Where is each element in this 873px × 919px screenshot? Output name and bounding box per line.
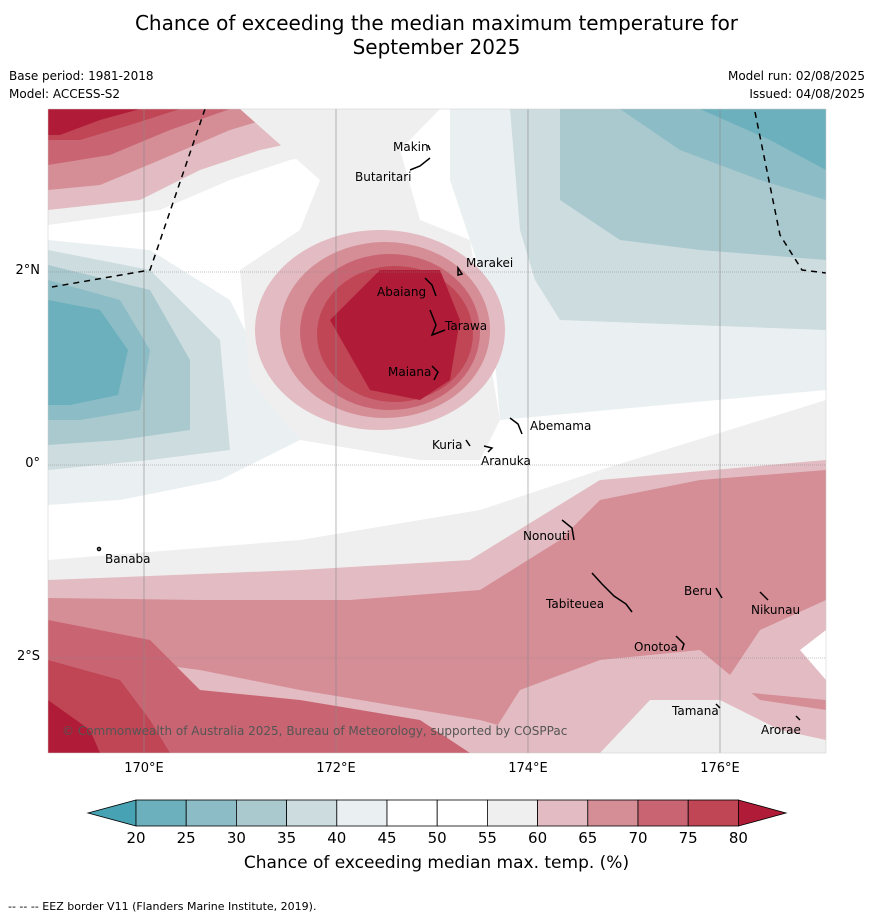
lon-tick-172e: 172°E [316, 761, 356, 776]
island-butaritari [409, 157, 431, 171]
contour-tl-80 [48, 109, 140, 135]
lon-tick-174e: 174°E [508, 761, 548, 776]
place-label-marakei: Marakei [466, 256, 514, 270]
colorbar-tick-label: 50 [427, 829, 447, 847]
colorbar-tick-label: 60 [528, 829, 548, 847]
colorbar-tick-label: 35 [277, 829, 297, 847]
place-label-abaiang: Abaiang [377, 285, 427, 299]
lat-tick-0: 0° [25, 456, 40, 471]
issued-date: Issued: 04/08/2025 [749, 87, 865, 101]
colorbar-tick-label: 25 [176, 829, 196, 847]
colorbar-segment [336, 799, 388, 827]
colorbar-segment [637, 799, 689, 827]
place-label-banaba: Banaba [105, 552, 151, 566]
colorbar-segment [286, 799, 338, 827]
colorbar-tick-label: 70 [628, 829, 648, 847]
island-maiana [431, 365, 439, 381]
place-label-nikunau: Nikunau [751, 603, 801, 617]
colorbar-segment [486, 799, 538, 827]
colorbar-tick-label: 45 [377, 829, 397, 847]
title-line-1: Chance of exceeding the median maximum t… [134, 11, 739, 35]
colorbar-segment [537, 799, 589, 827]
gridlines [48, 109, 826, 753]
place-label-kuria: Kuria [432, 438, 463, 452]
place-label-aranuka: Aranuka [481, 454, 531, 468]
copyright-notice: © Commonwealth of Australia 2025, Bureau… [62, 724, 568, 738]
island-kuria [465, 439, 471, 447]
meta-left: Base period: 1981-2018 Model: ACCESS-S2 [9, 67, 154, 103]
colorbar-tick-label: 55 [477, 829, 497, 847]
colorbar-arrow-high [738, 799, 788, 827]
lat-tick-2s: 2°S [16, 649, 40, 664]
island-nonouti [561, 519, 575, 541]
island-marakei [457, 265, 464, 276]
place-label-tarawa: Tarawa [445, 319, 488, 333]
model-run: Model run: 02/08/2025 [727, 69, 865, 83]
colorbar-tick-label: 65 [578, 829, 598, 847]
lon-tick-176e: 176°E [700, 761, 740, 776]
place-label-tamana: Tamana [672, 704, 719, 718]
island-onotoa [675, 635, 685, 651]
island-banaba [96, 546, 102, 552]
place-label-arorae: Arorae [761, 723, 801, 737]
colorbar-tick-label: 20 [126, 829, 146, 847]
map-frame [47, 108, 827, 754]
lon-tick-170e: 170°E [124, 761, 164, 776]
island-tarawa [429, 309, 446, 337]
island-abaiang [424, 277, 437, 297]
colorbar-segment [235, 799, 287, 827]
place-label-maiana: Maiana [388, 365, 432, 379]
map-title: Chance of exceeding the median maximum t… [0, 11, 873, 59]
colorbar-label: Chance of exceeding median max. temp. (%… [243, 853, 630, 873]
base-period: Base period: 1981-2018 [9, 69, 154, 83]
contour-blob-80 [330, 270, 460, 400]
colorbar-segment [135, 799, 187, 827]
title-line-2: September 2025 [352, 35, 521, 59]
eez-west [51, 109, 206, 288]
colorbar-tick-label: 80 [728, 829, 748, 847]
contour-bottom-70 [48, 620, 470, 753]
island-tamana [715, 703, 721, 709]
colorbar-arrow-low [86, 799, 137, 827]
place-label-abemama: Abemama [530, 419, 592, 433]
lat-tick-2n: 2°N [15, 263, 41, 278]
eez-borders [51, 109, 826, 288]
place-label-butaritari: Butaritari [355, 170, 412, 184]
eez-footnote: -- -- -- EEZ border V11 (Flanders Marine… [8, 900, 317, 913]
place-label-tabiteuea: Tabiteuea [546, 597, 605, 611]
place-label-makin: Makin [393, 140, 429, 154]
island-nikunau [759, 591, 769, 601]
island-aranuka [483, 445, 494, 453]
model-name: Model: ACCESS-S2 [9, 87, 121, 101]
colorbar-segment [185, 799, 237, 827]
colorbar-tick-label: 75 [678, 829, 698, 847]
island-shapes [96, 144, 801, 721]
colorbar-segment [436, 799, 488, 827]
island-makin [427, 144, 431, 151]
island-abemama [509, 417, 523, 435]
contour-cool-22 [700, 109, 826, 170]
island-beru [715, 587, 723, 599]
contour-br-50 [800, 630, 826, 680]
colorbar-tick-label: 30 [226, 829, 246, 847]
contour-bottom-80 [48, 700, 100, 753]
place-label-onotoa: Onotoa [634, 640, 678, 654]
eez-east [754, 111, 826, 274]
place-label-beru: Beru [684, 584, 713, 598]
contour-left-22 [48, 300, 128, 405]
island-arorae [795, 715, 801, 721]
contour-br-55 [600, 700, 826, 753]
colorbar-segment [687, 799, 739, 827]
colorbar-segment [386, 799, 438, 827]
colorbar-tick-label: 40 [327, 829, 347, 847]
place-label-nonouti: Nonouti [523, 529, 570, 543]
meta-right: Model run: 02/08/2025 Issued: 04/08/2025 [728, 67, 865, 103]
island-tabiteuea [591, 572, 633, 613]
colorbar [86, 799, 788, 827]
temperature-field [48, 109, 826, 753]
colorbar-segment [587, 799, 639, 827]
